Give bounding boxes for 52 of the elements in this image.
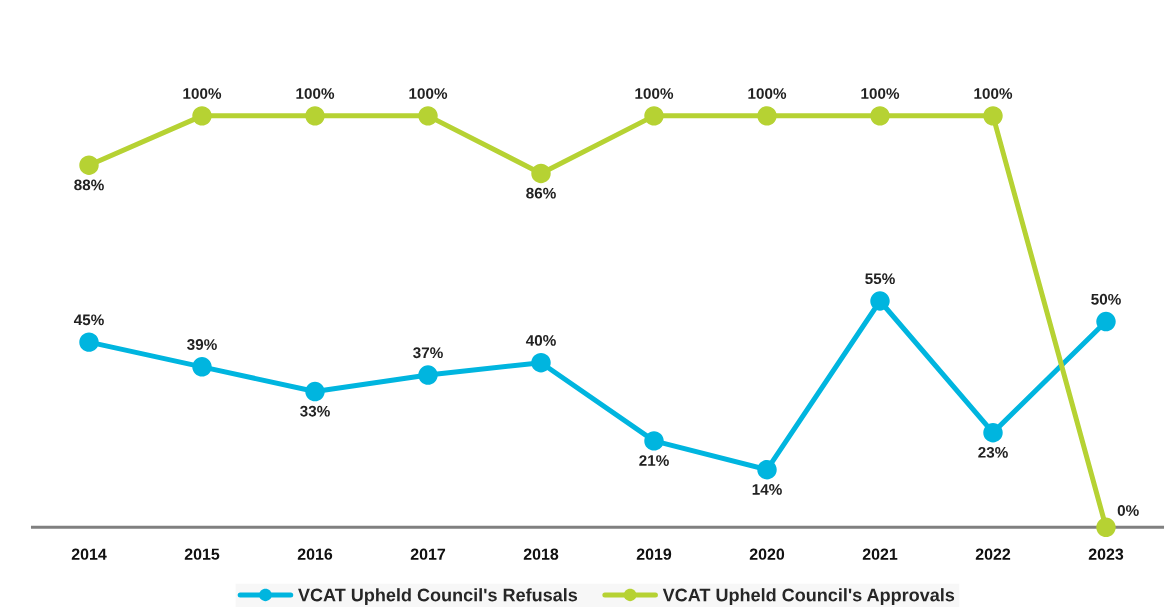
legend-label: VCAT Upheld Council's Refusals xyxy=(298,588,578,605)
data-label: 23% xyxy=(978,446,1008,458)
point xyxy=(418,365,438,385)
data-label: 86% xyxy=(526,187,556,199)
point xyxy=(79,332,99,352)
point xyxy=(531,163,551,184)
point xyxy=(305,381,325,402)
point xyxy=(644,431,664,451)
point xyxy=(192,106,212,126)
data-label: 100% xyxy=(635,88,674,99)
data-label: 40% xyxy=(525,334,556,346)
x-tick-label: 2017 xyxy=(410,548,446,560)
point xyxy=(757,459,777,480)
x-tick-label: 2020 xyxy=(749,548,785,560)
point xyxy=(757,106,777,126)
point xyxy=(983,422,1003,443)
point xyxy=(983,106,1003,126)
data-label: 21% xyxy=(639,455,669,466)
x-tick-label: 2019 xyxy=(636,548,672,560)
data-label: 100% xyxy=(748,88,787,99)
legend-label: VCAT Upheld Council's Approvals xyxy=(662,588,955,605)
point xyxy=(870,291,890,311)
data-label: 50% xyxy=(1091,293,1121,305)
point xyxy=(192,357,212,377)
x-tick-label: 2021 xyxy=(862,548,898,560)
point xyxy=(418,106,438,126)
point xyxy=(1096,311,1116,332)
point xyxy=(531,352,551,373)
data-label: 45% xyxy=(73,314,104,326)
x-tick-label: 2022 xyxy=(975,548,1011,560)
data-label: 55% xyxy=(865,273,895,285)
x-tick-label: 2014 xyxy=(71,548,107,560)
data-label: 100% xyxy=(409,88,448,99)
data-label: 37% xyxy=(413,347,443,359)
x-tick-label: 2015 xyxy=(184,548,220,560)
data-label: 0% xyxy=(1117,505,1139,516)
x-tick-label: 2016 xyxy=(297,548,333,560)
data-label: 100% xyxy=(183,88,222,99)
x-tick-label: 2023 xyxy=(1088,548,1124,560)
x-tick-label: 2018 xyxy=(523,548,559,560)
data-label: 100% xyxy=(296,88,335,99)
data-label: 39% xyxy=(187,339,217,350)
point xyxy=(870,106,890,126)
data-label: 14% xyxy=(752,484,782,495)
data-label: 100% xyxy=(861,88,900,99)
point xyxy=(79,155,99,175)
data-label: 33% xyxy=(300,405,330,417)
point xyxy=(644,106,664,126)
data-label: 88% xyxy=(74,179,104,191)
point xyxy=(305,106,325,126)
point xyxy=(1096,517,1116,538)
data-label: 100% xyxy=(974,88,1013,99)
